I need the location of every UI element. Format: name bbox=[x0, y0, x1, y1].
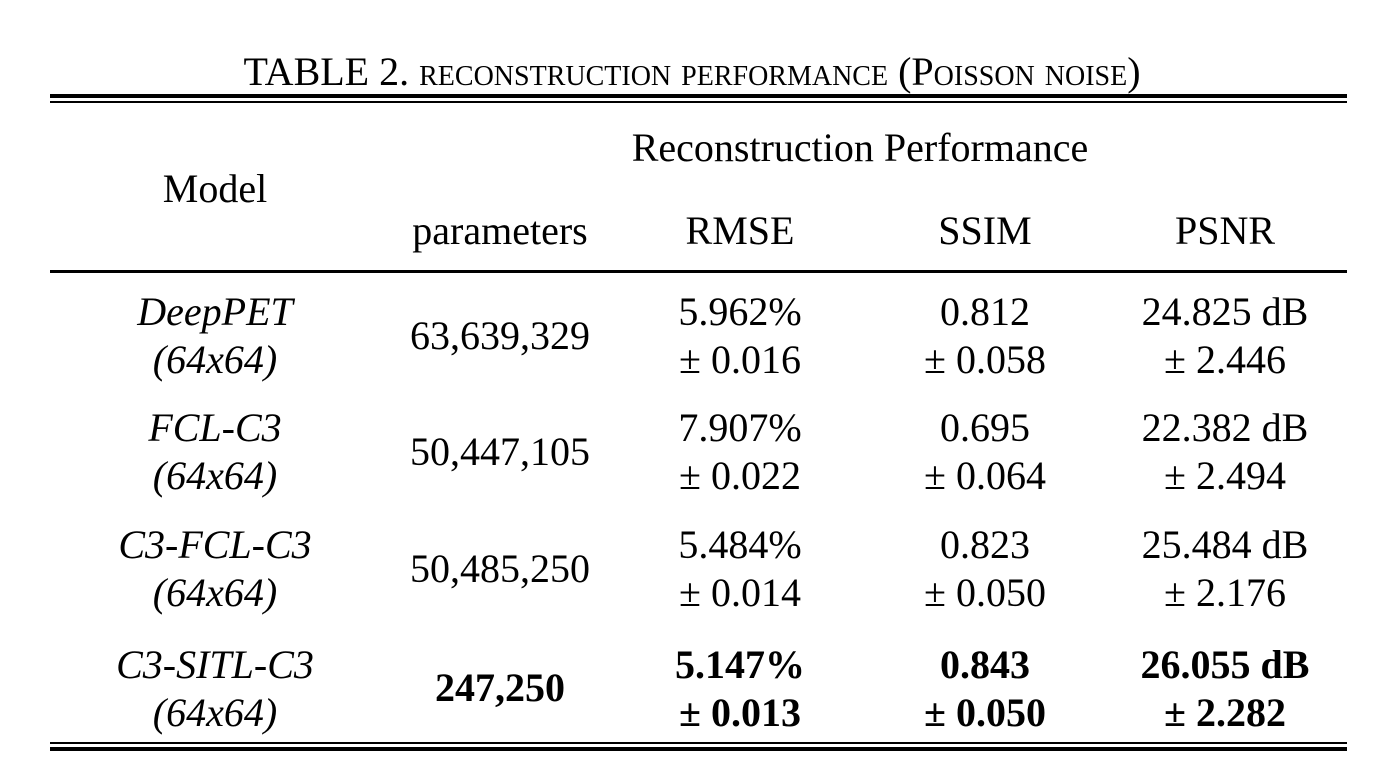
row-fcl-c3-ssim: 0.695 ± 0.064 bbox=[880, 404, 1090, 500]
row-c3-fcl-c3-model: C3-FCL-C3 (64x64) bbox=[90, 521, 340, 617]
rmse-std: ± 0.022 bbox=[679, 453, 801, 498]
psnr-value: 26.055 dB bbox=[1140, 642, 1310, 687]
ssim-std: ± 0.064 bbox=[924, 453, 1046, 498]
row-deeppet-psnr: 24.825 dB ± 2.446 bbox=[1110, 288, 1340, 384]
ssim-value: 0.695 bbox=[940, 405, 1030, 450]
row-c3-fcl-c3-rmse: 5.484% ± 0.014 bbox=[640, 521, 840, 617]
row-deeppet-parameters: 63,639,329 bbox=[410, 313, 590, 358]
top-rule-lower bbox=[50, 101, 1347, 103]
row-c3-sitl-c3-model: C3-SITL-C3 (64x64) bbox=[90, 641, 340, 737]
model-name: FCL-C3 bbox=[148, 405, 282, 450]
bottom-rule-upper bbox=[50, 742, 1347, 744]
ssim-std: ± 0.050 bbox=[924, 690, 1046, 735]
model-size: (64x64) bbox=[152, 690, 278, 735]
model-size: (64x64) bbox=[152, 570, 278, 615]
model-name: C3-SITL-C3 bbox=[116, 642, 314, 687]
psnr-std: ± 2.494 bbox=[1164, 453, 1286, 498]
row-c3-fcl-c3-psnr: 25.484 dB ± 2.176 bbox=[1110, 521, 1340, 617]
rmse-value: 7.907% bbox=[678, 405, 802, 450]
row-fcl-c3-psnr: 22.382 dB ± 2.494 bbox=[1110, 404, 1340, 500]
ssim-std: ± 0.050 bbox=[924, 570, 1046, 615]
psnr-value: 24.825 dB bbox=[1141, 289, 1309, 334]
psnr-value: 25.484 dB bbox=[1141, 522, 1309, 567]
row-fcl-c3-parameters: 50,447,105 bbox=[410, 429, 590, 474]
rmse-std: ± 0.014 bbox=[679, 570, 801, 615]
ssim-value: 0.823 bbox=[940, 522, 1030, 567]
row-deeppet-model: DeepPET (64x64) bbox=[90, 288, 340, 384]
table-caption: TABLE 2. reconstruction performance (Poi… bbox=[0, 48, 1384, 96]
rmse-value: 5.147% bbox=[675, 642, 805, 687]
row-deeppet-ssim: 0.812 ± 0.058 bbox=[880, 288, 1090, 384]
header-rmse: RMSE bbox=[685, 208, 795, 253]
rmse-std: ± 0.013 bbox=[679, 690, 801, 735]
row-fcl-c3-rmse: 7.907% ± 0.022 bbox=[640, 404, 840, 500]
ssim-std: ± 0.058 bbox=[924, 337, 1046, 382]
caption-prefix: TABLE 2. bbox=[243, 49, 410, 94]
rmse-value: 5.484% bbox=[678, 522, 802, 567]
row-c3-sitl-c3-psnr: 26.055 dB ± 2.282 bbox=[1110, 641, 1340, 737]
caption-title: reconstruction performance (Poisson nois… bbox=[419, 49, 1141, 94]
psnr-std: ± 2.282 bbox=[1164, 690, 1286, 735]
row-c3-sitl-c3-parameters: 247,250 bbox=[435, 665, 565, 710]
psnr-value: 22.382 dB bbox=[1141, 405, 1309, 450]
ssim-value: 0.843 bbox=[940, 642, 1030, 687]
top-rule-upper bbox=[50, 94, 1347, 98]
row-c3-sitl-c3-rmse: 5.147% ± 0.013 bbox=[640, 641, 840, 737]
header-parameters: parameters bbox=[412, 208, 588, 253]
header-rule bbox=[50, 270, 1347, 273]
header-psnr: PSNR bbox=[1174, 208, 1276, 253]
header-ssim: SSIM bbox=[938, 208, 1032, 253]
psnr-std: ± 2.176 bbox=[1164, 570, 1286, 615]
model-size: (64x64) bbox=[152, 337, 278, 382]
rmse-std: ± 0.016 bbox=[679, 337, 801, 382]
model-name: C3-FCL-C3 bbox=[118, 522, 312, 567]
rmse-value: 5.962% bbox=[678, 289, 802, 334]
row-deeppet-rmse: 5.962% ± 0.016 bbox=[640, 288, 840, 384]
header-model: Model bbox=[162, 166, 268, 211]
model-size: (64x64) bbox=[152, 453, 278, 498]
header-group-reconstruction-performance: Reconstruction Performance bbox=[631, 125, 1089, 170]
bottom-rule-lower bbox=[50, 747, 1347, 751]
model-name: DeepPET bbox=[137, 289, 293, 334]
row-c3-sitl-c3-ssim: 0.843 ± 0.050 bbox=[880, 641, 1090, 737]
row-fcl-c3-model: FCL-C3 (64x64) bbox=[90, 404, 340, 500]
psnr-std: ± 2.446 bbox=[1164, 337, 1286, 382]
row-c3-fcl-c3-ssim: 0.823 ± 0.050 bbox=[880, 521, 1090, 617]
ssim-value: 0.812 bbox=[940, 289, 1030, 334]
row-c3-fcl-c3-parameters: 50,485,250 bbox=[410, 546, 590, 591]
